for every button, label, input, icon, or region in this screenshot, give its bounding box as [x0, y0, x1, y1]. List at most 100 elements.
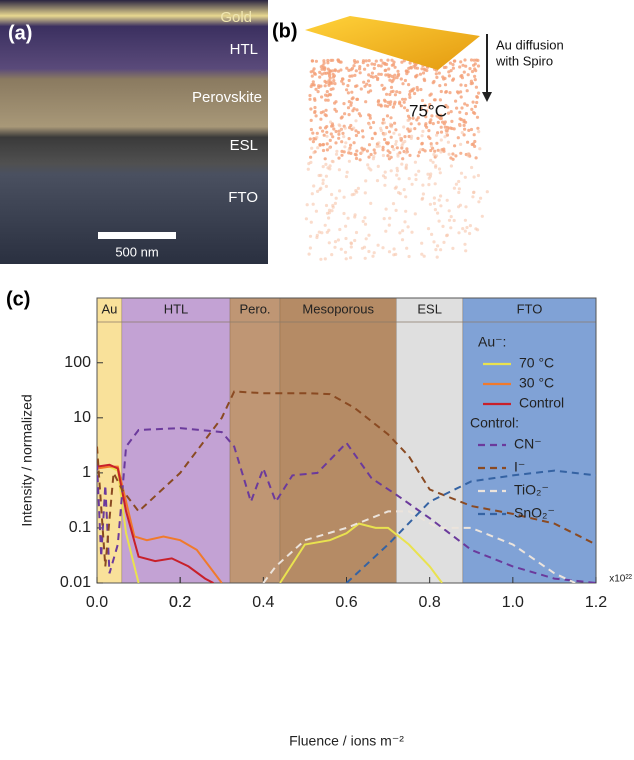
atom — [343, 126, 347, 130]
atom — [381, 148, 385, 152]
layer-label: Gold — [220, 9, 252, 26]
region — [230, 298, 280, 583]
atom — [435, 75, 439, 79]
legend-label: 30 °C — [519, 375, 554, 391]
atom — [382, 121, 386, 125]
atom — [470, 69, 475, 74]
atom — [392, 147, 396, 152]
atom — [386, 141, 390, 145]
atom — [377, 99, 381, 103]
atom — [312, 184, 316, 188]
atom — [311, 131, 315, 135]
atom — [403, 139, 407, 144]
atom — [316, 146, 320, 150]
atom — [309, 118, 313, 122]
atom — [365, 82, 369, 86]
atom — [433, 149, 437, 153]
atom — [420, 98, 425, 103]
atom — [333, 69, 337, 73]
atom — [345, 66, 349, 70]
atom — [399, 104, 403, 108]
atom — [436, 211, 440, 215]
atom — [355, 108, 359, 112]
atom — [391, 105, 395, 109]
atom — [390, 125, 394, 129]
atom — [374, 59, 378, 63]
atom — [331, 135, 335, 139]
atom — [379, 72, 383, 76]
atom — [397, 72, 401, 76]
atom — [438, 117, 443, 121]
atom — [347, 137, 351, 141]
atom — [437, 71, 441, 75]
atom — [367, 143, 372, 147]
atom — [428, 102, 432, 107]
atom — [362, 80, 366, 84]
atom — [402, 100, 406, 104]
atom — [470, 107, 474, 111]
atom — [389, 169, 393, 173]
atom — [385, 92, 389, 96]
atom — [441, 120, 445, 124]
atom — [377, 64, 381, 68]
atom — [409, 127, 413, 131]
atom — [353, 215, 357, 219]
atom — [324, 162, 328, 166]
atom — [410, 230, 414, 234]
atom — [476, 173, 480, 178]
atom — [409, 122, 413, 126]
atom — [423, 103, 427, 107]
atom — [371, 254, 375, 258]
atom — [429, 144, 434, 148]
atom — [460, 106, 464, 110]
atom — [429, 158, 433, 162]
atom — [354, 153, 358, 157]
atom — [311, 202, 315, 206]
atom — [458, 110, 462, 114]
atom — [320, 95, 324, 99]
atom — [345, 88, 349, 92]
atom — [370, 62, 374, 66]
atom — [385, 125, 389, 130]
atom — [323, 257, 327, 261]
atom — [409, 136, 413, 140]
atom — [415, 73, 419, 77]
atom — [381, 153, 385, 158]
atom — [313, 110, 317, 115]
atom — [408, 95, 412, 99]
atom — [322, 61, 326, 65]
atom — [390, 58, 394, 62]
atom — [332, 79, 336, 83]
atom — [344, 224, 348, 228]
atom — [331, 205, 335, 209]
atom — [349, 241, 353, 246]
atom — [435, 141, 439, 145]
atom — [432, 79, 436, 84]
atom — [413, 160, 417, 164]
atom — [398, 231, 402, 235]
atom — [403, 135, 407, 139]
atom — [394, 185, 398, 189]
atom — [476, 228, 480, 232]
atom — [445, 234, 449, 238]
atom — [459, 74, 463, 78]
atom — [454, 99, 458, 103]
atom — [400, 60, 404, 64]
atom — [444, 127, 448, 131]
atom — [457, 179, 461, 184]
atom — [446, 111, 451, 115]
atom — [387, 155, 391, 159]
atom — [346, 216, 350, 220]
atom — [396, 69, 400, 73]
atom — [340, 153, 344, 157]
atom — [439, 125, 443, 129]
atom — [393, 100, 397, 104]
atom — [343, 112, 347, 116]
atom — [384, 229, 388, 233]
atom — [405, 69, 409, 73]
atom — [451, 246, 455, 250]
region — [121, 298, 231, 583]
atom — [417, 150, 421, 154]
atom — [413, 91, 417, 96]
atom — [427, 183, 431, 187]
